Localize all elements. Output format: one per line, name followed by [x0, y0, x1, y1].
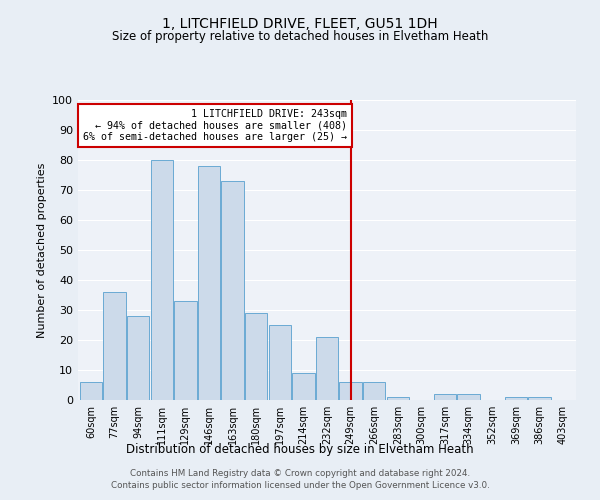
Bar [174, 301, 197, 400]
Bar [457, 394, 480, 400]
Bar [198, 166, 220, 400]
Bar [221, 181, 244, 400]
Bar [127, 316, 149, 400]
Y-axis label: Number of detached properties: Number of detached properties [37, 162, 47, 338]
Bar [386, 397, 409, 400]
Bar [292, 373, 314, 400]
Bar [528, 397, 551, 400]
Bar [103, 292, 126, 400]
Bar [80, 382, 102, 400]
Bar [269, 325, 291, 400]
Bar [245, 313, 268, 400]
Text: 1, LITCHFIELD DRIVE, FLEET, GU51 1DH: 1, LITCHFIELD DRIVE, FLEET, GU51 1DH [162, 18, 438, 32]
Text: Distribution of detached houses by size in Elvetham Heath: Distribution of detached houses by size … [126, 442, 474, 456]
Bar [316, 337, 338, 400]
Bar [340, 382, 362, 400]
Text: Size of property relative to detached houses in Elvetham Heath: Size of property relative to detached ho… [112, 30, 488, 43]
Bar [363, 382, 385, 400]
Text: Contains HM Land Registry data © Crown copyright and database right 2024.
Contai: Contains HM Land Registry data © Crown c… [110, 468, 490, 490]
Bar [505, 397, 527, 400]
Bar [151, 160, 173, 400]
Text: 1 LITCHFIELD DRIVE: 243sqm
← 94% of detached houses are smaller (408)
6% of semi: 1 LITCHFIELD DRIVE: 243sqm ← 94% of deta… [83, 109, 347, 142]
Bar [434, 394, 456, 400]
